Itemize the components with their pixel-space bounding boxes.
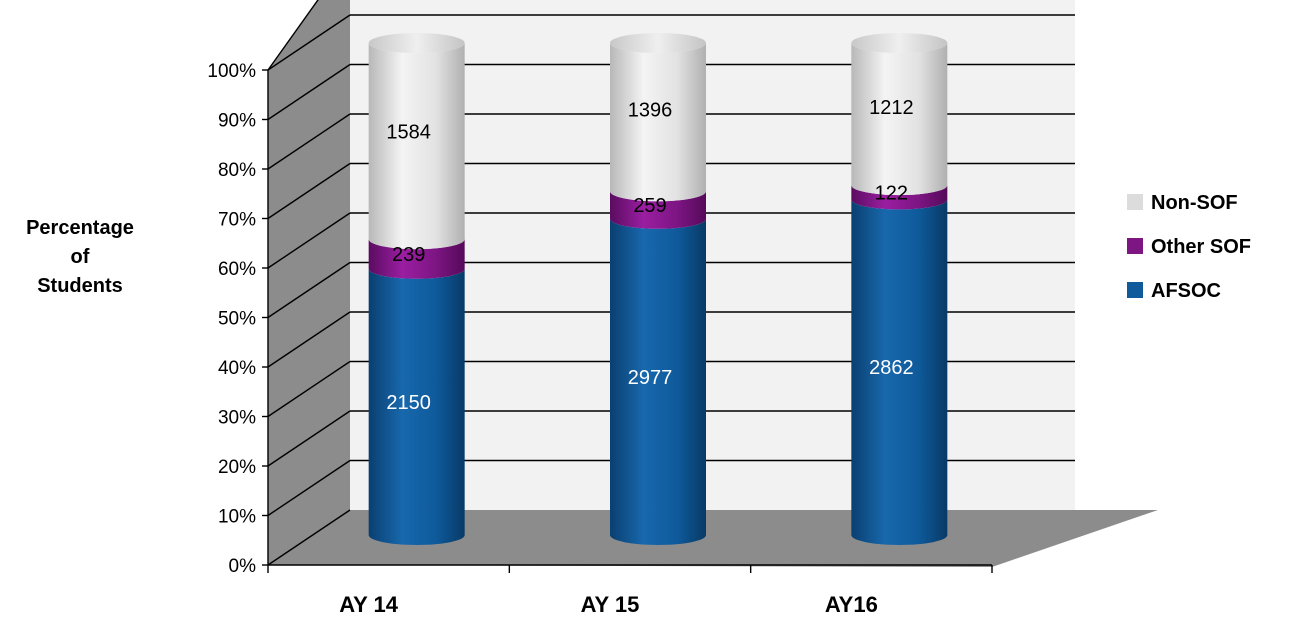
bar-body (368, 268, 465, 545)
legend-label: Non-SOF (1151, 192, 1238, 214)
bar-non-sof (368, 43, 465, 250)
bar-non-sof (610, 43, 706, 202)
gridline-side (267, 459, 351, 517)
bar-other-sof (610, 191, 706, 229)
y-tick-label: 10% (218, 507, 256, 528)
data-label: 122 (875, 182, 908, 204)
bar-top-cap (368, 33, 465, 53)
gridline-side (267, 0, 319, 71)
x-category-label: AY 14 (339, 592, 398, 617)
gridline-side (267, 410, 351, 467)
gridline-side (267, 360, 351, 418)
gridline-side (267, 162, 351, 220)
x-category-label: AY 15 (581, 592, 640, 617)
bar-non-sof (851, 43, 948, 196)
bar-body (368, 43, 465, 250)
bar-top-cap (851, 33, 948, 53)
bar-body (368, 239, 465, 279)
legend-swatch (1127, 194, 1143, 210)
bar-other-sof (851, 185, 948, 210)
bar-body (610, 218, 706, 545)
legend-label: AFSOC (1151, 280, 1221, 302)
data-label: 1212 (869, 97, 914, 119)
bar-afsoc (851, 199, 948, 545)
data-label: 1584 (386, 121, 431, 143)
data-label: 259 (633, 195, 666, 217)
legend-swatch (1127, 282, 1143, 298)
legend: Non-SOF Other SOF AFSOC (1127, 192, 1251, 302)
data-label: 239 (392, 244, 425, 266)
y-tick-label: 0% (229, 556, 257, 577)
gridline-side (267, 212, 351, 269)
y-tick-label: 100% (207, 61, 256, 82)
y-tick-label: 40% (218, 358, 256, 379)
y-tick-label: 30% (218, 408, 256, 429)
gridline-side (267, 113, 351, 170)
gridline-side (267, 509, 351, 566)
bar-body (610, 191, 706, 229)
bar-afsoc (368, 268, 465, 545)
y-tick-label: 90% (218, 111, 256, 132)
side-wall (268, 0, 350, 565)
y-axis-title-line: Students (37, 275, 123, 297)
x-category-label: AY16 (825, 592, 878, 617)
y-tick-label: 50% (218, 309, 256, 330)
y-axis-title-line: Percentage (26, 217, 134, 239)
legend-swatch (1127, 238, 1143, 254)
bar-afsoc (610, 218, 706, 545)
y-tick-label: 80% (218, 160, 256, 181)
gridline-side (267, 261, 351, 319)
gridline-side (267, 311, 351, 368)
data-label: 2150 (386, 392, 431, 414)
bar-other-sof (368, 239, 465, 279)
data-label: 2977 (628, 367, 673, 389)
y-axis-title-line: of (71, 246, 90, 268)
bar-body (851, 185, 948, 210)
data-label: 1396 (628, 100, 673, 122)
y-axis: 0% 10% 20% 30% 40% 50% 60% 70% 80% 90% 100% (207, 61, 269, 577)
x-axis: AY 14 AY 15 AY16 (267, 564, 993, 617)
data-label: 2862 (869, 357, 914, 379)
bar-body (610, 43, 706, 202)
bar-body (851, 43, 948, 196)
y-tick-label: 70% (218, 210, 256, 231)
y-tick-label: 20% (218, 457, 256, 478)
gridline-side (267, 14, 351, 71)
y-axis-title: Percentage of Students (26, 217, 134, 297)
y-tick-label: 60% (218, 259, 256, 280)
legend-label: Other SOF (1151, 236, 1251, 258)
bar-body (851, 199, 948, 545)
gridlines (267, 0, 1075, 566)
gridline-side (267, 63, 351, 121)
bars: 2150 239 1584 2977 259 1396 2862 122 1212 (368, 33, 948, 545)
bar-top-cap (610, 33, 706, 53)
